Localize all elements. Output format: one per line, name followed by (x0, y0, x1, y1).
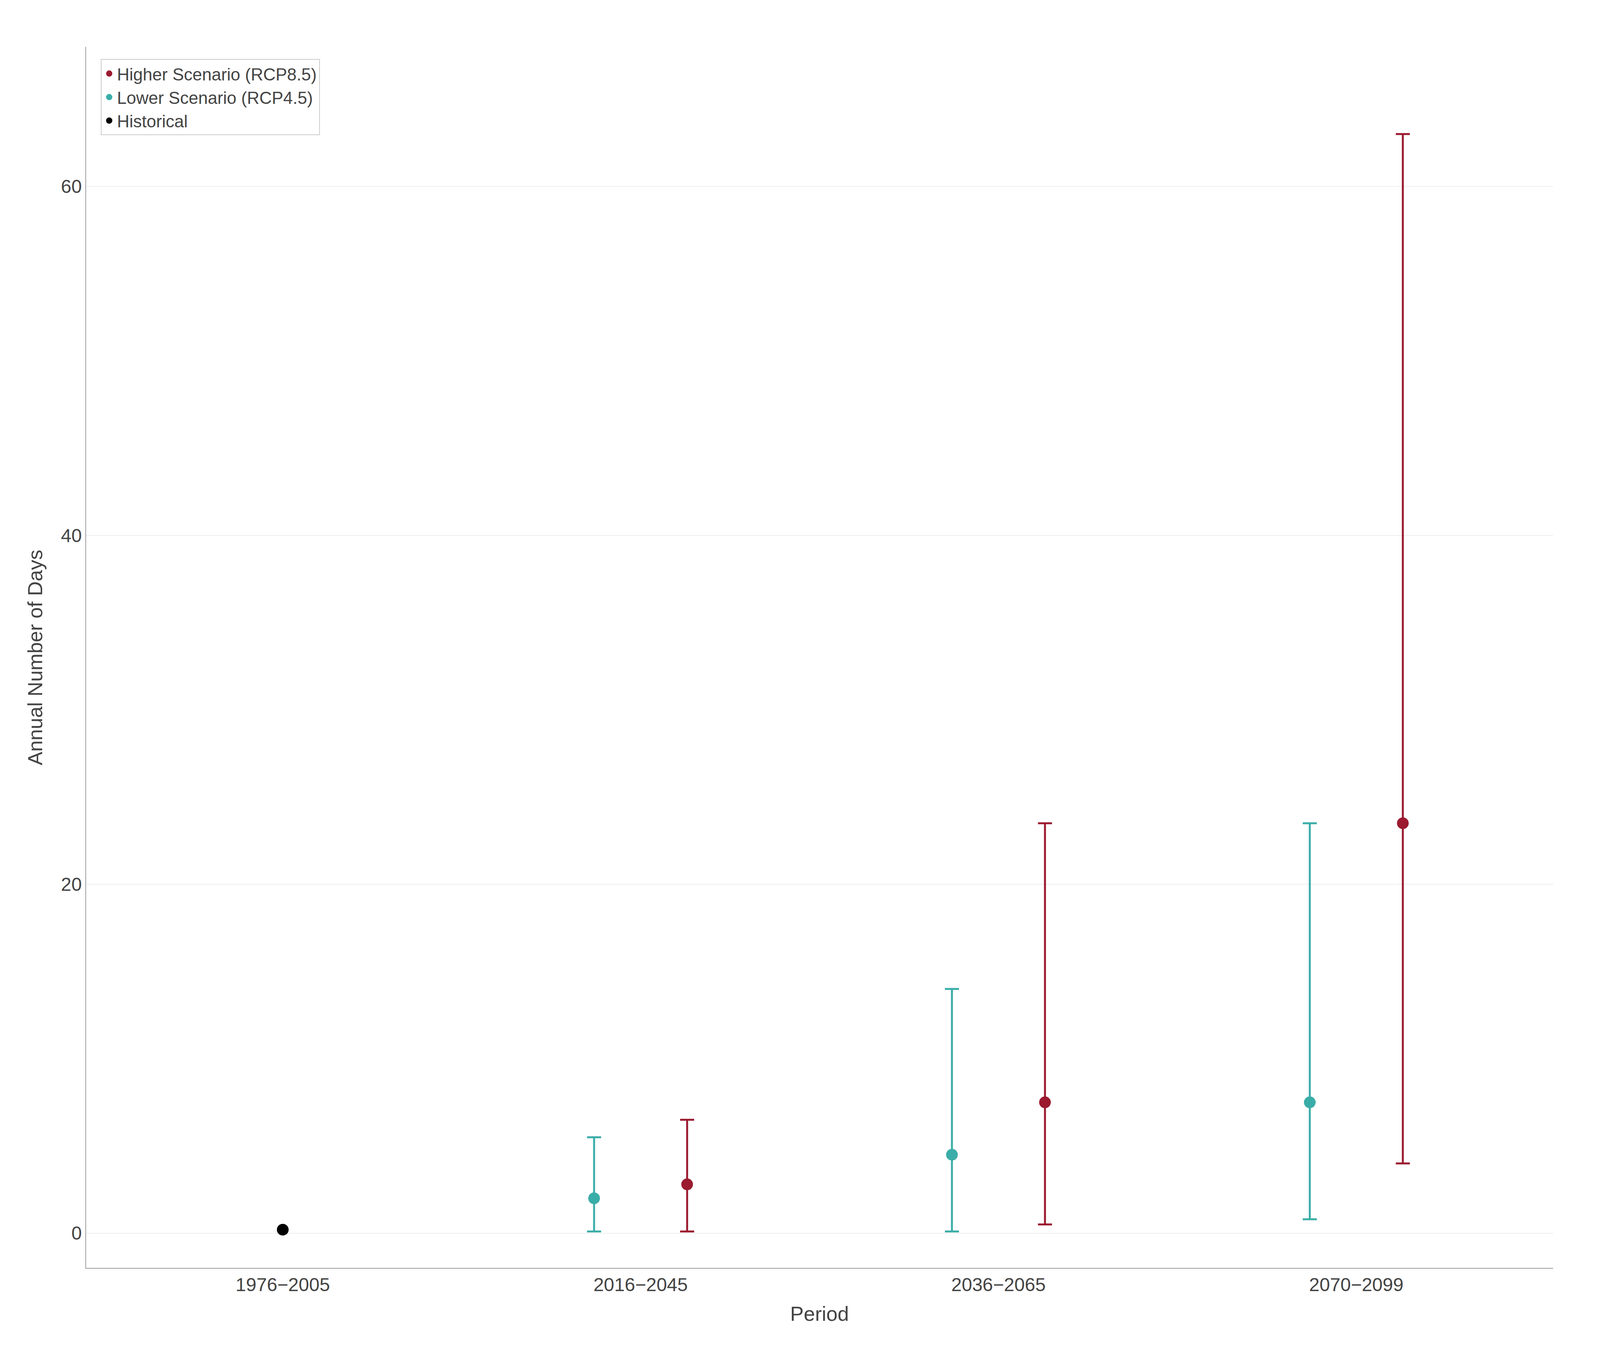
svg-text:2036−2065: 2036−2065 (951, 1274, 1046, 1296)
svg-text:Period: Period (790, 1302, 849, 1326)
svg-text:0: 0 (71, 1223, 83, 1244)
svg-text:Lower Scenario (RCP4.5): Lower Scenario (RCP4.5) (117, 88, 313, 108)
svg-text:Annual Number of Days: Annual Number of Days (23, 549, 47, 766)
svg-text:2016−2045: 2016−2045 (593, 1274, 688, 1296)
svg-text:20: 20 (60, 874, 82, 895)
svg-text:40: 40 (60, 525, 82, 547)
svg-text:1976−2005: 1976−2005 (235, 1274, 331, 1296)
svg-text:Historical: Historical (117, 111, 188, 131)
svg-text:2070−2099: 2070−2099 (1308, 1274, 1404, 1296)
svg-text:Higher Scenario (RCP8.5): Higher Scenario (RCP8.5) (117, 64, 317, 84)
svg-text:60: 60 (60, 176, 82, 197)
